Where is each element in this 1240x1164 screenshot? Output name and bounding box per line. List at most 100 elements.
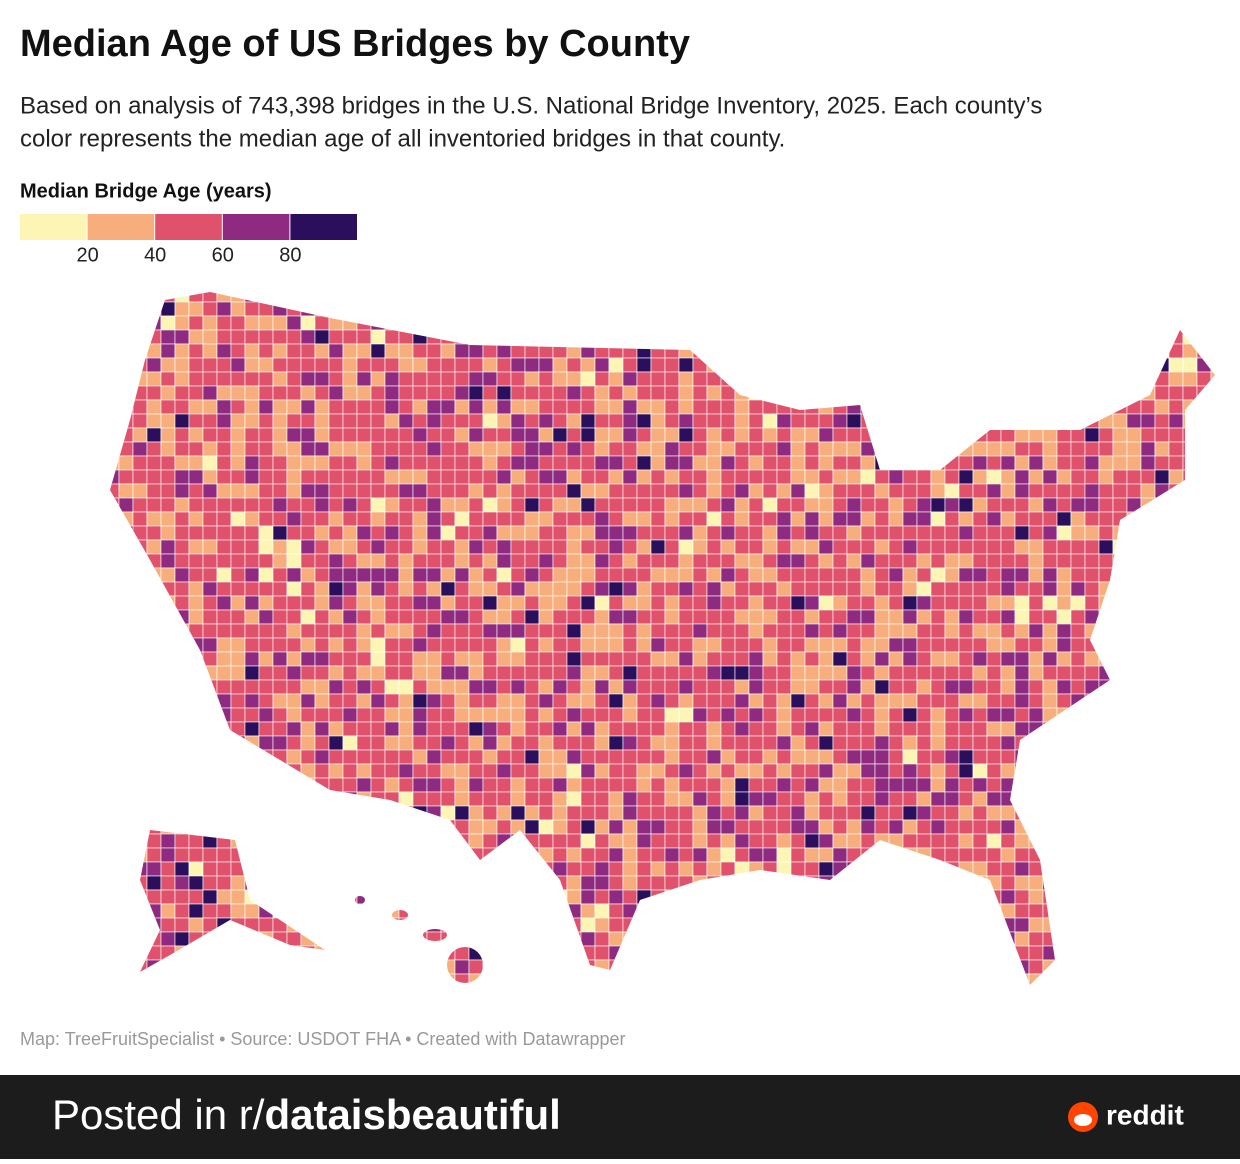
county-cell [440, 511, 456, 527]
county-cell [174, 665, 190, 681]
county-cell [720, 483, 736, 499]
county-cell [804, 497, 820, 513]
county-cell [160, 791, 176, 807]
county-cell [118, 861, 134, 877]
county-cell [1098, 469, 1114, 485]
county-cell [370, 679, 386, 695]
county-cell [846, 791, 862, 807]
county-cell [174, 525, 190, 541]
county-cell [174, 623, 190, 639]
county-cell [230, 917, 246, 933]
county-cell [916, 973, 932, 985]
county-cell [692, 763, 708, 779]
county-cell [160, 833, 176, 849]
county-cell [496, 357, 512, 373]
county-cell [1000, 903, 1016, 919]
county-cell [272, 721, 288, 737]
county-cell [216, 707, 232, 723]
county-cell [916, 875, 932, 891]
county-cell [986, 903, 1002, 919]
county-cell [384, 469, 400, 485]
county-cell [370, 763, 386, 779]
county-cell [356, 399, 372, 415]
county-cell [1126, 777, 1142, 793]
county-cell [174, 651, 190, 667]
county-cell [1140, 469, 1156, 485]
county-cell [174, 399, 190, 415]
county-cell [146, 679, 162, 695]
county-cell [216, 973, 232, 985]
county-cell [118, 609, 134, 625]
county-cell [972, 693, 988, 709]
county-cell [1126, 665, 1142, 681]
county-cell [762, 945, 778, 961]
county-cell [496, 819, 512, 835]
county-cell [1070, 525, 1086, 541]
county-cell [356, 637, 372, 653]
county-cell [356, 292, 372, 303]
county-cell [412, 959, 428, 975]
county-cell [1000, 875, 1016, 891]
county-cell [580, 917, 596, 933]
county-cell [748, 847, 764, 863]
county-cell [426, 931, 442, 947]
county-cell [888, 959, 904, 975]
county-cell [524, 553, 540, 569]
county-cell [930, 525, 946, 541]
county-cell [216, 413, 232, 429]
county-cell [258, 315, 274, 331]
county-cell [202, 889, 218, 905]
county-cell [454, 889, 470, 905]
county-cell [174, 973, 190, 985]
county-cell [132, 833, 148, 849]
county-cell [538, 581, 554, 597]
county-cell [110, 931, 120, 947]
county-cell [608, 469, 624, 485]
county-cell [510, 553, 526, 569]
county-cell [566, 595, 582, 611]
county-cell [174, 539, 190, 555]
county-cell [678, 623, 694, 639]
county-cell [776, 945, 792, 961]
county-cell [440, 525, 456, 541]
county-cell [454, 623, 470, 639]
county-cell [412, 413, 428, 429]
county-cell [132, 399, 148, 415]
county-cell [1084, 581, 1100, 597]
county-cell [1196, 469, 1212, 485]
county-cell [1098, 847, 1114, 863]
county-cell [384, 679, 400, 695]
county-cell [1070, 567, 1086, 583]
county-cell [300, 735, 316, 751]
county-cell [706, 371, 722, 387]
county-cell [132, 917, 148, 933]
county-cell [888, 315, 904, 331]
county-cell [118, 931, 134, 947]
county-cell [1070, 371, 1086, 387]
county-cell [216, 763, 232, 779]
county-cell [539, 988, 553, 1002]
county-cell [413, 988, 427, 1002]
county-cell [552, 861, 568, 877]
county-cell [790, 679, 806, 695]
county-cell [776, 959, 792, 975]
county-cell [986, 525, 1002, 541]
county-cell [888, 329, 904, 345]
county-cell [1126, 749, 1142, 765]
county-cell [398, 637, 414, 653]
county-cell [258, 763, 274, 779]
county-cell [790, 623, 806, 639]
county-cell [300, 427, 316, 443]
county-cell [482, 581, 498, 597]
county-cell [272, 343, 288, 359]
county-cell [944, 455, 960, 471]
county-cell [608, 889, 624, 905]
county-cell [496, 735, 512, 751]
county-cell [1196, 609, 1212, 625]
county-cell [370, 399, 386, 415]
county-cell [426, 623, 442, 639]
county-cell [1196, 805, 1212, 821]
county-cell [608, 609, 624, 625]
county-cell [888, 427, 904, 443]
county-cell [216, 581, 232, 597]
